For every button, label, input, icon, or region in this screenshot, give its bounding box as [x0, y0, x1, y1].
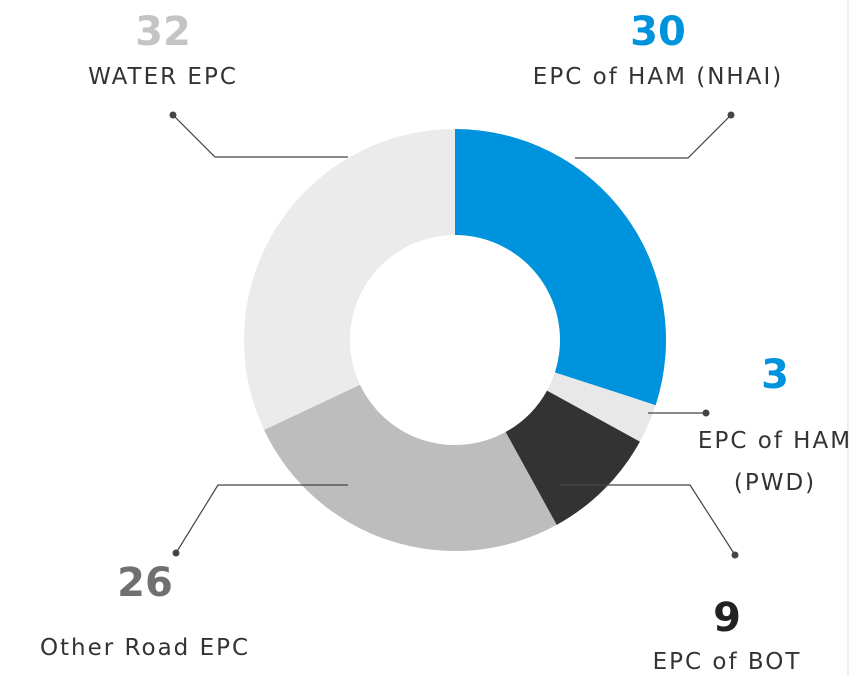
category-label: WATER EPC [88, 64, 238, 90]
leader-line [560, 484, 736, 556]
category-label: Other Road EPC [39, 635, 251, 661]
donut-slice [243, 129, 455, 430]
leader-dot [169, 111, 177, 119]
value-label: 26 [117, 560, 173, 606]
leader-dot [172, 549, 180, 557]
value-label: 3 [761, 352, 789, 398]
value-label: 9 [713, 595, 741, 641]
donut-slice [455, 129, 667, 406]
donut-slice [505, 390, 640, 525]
leader-line [575, 114, 732, 159]
leader-dot [702, 409, 710, 417]
leader-dot [727, 111, 735, 119]
value-label: 32 [135, 9, 191, 55]
donut-slice [264, 384, 557, 551]
value-label: 30 [630, 9, 686, 55]
category-label: EPC of HAM (PWD) [697, 428, 853, 496]
category-label: EPC of HAM (NHAI) [532, 64, 784, 90]
leader-line [175, 484, 348, 554]
category-label: EPC of BOT [652, 649, 802, 675]
leader-dot [731, 551, 739, 559]
leader-line [172, 114, 348, 158]
donut-slice [547, 372, 656, 442]
